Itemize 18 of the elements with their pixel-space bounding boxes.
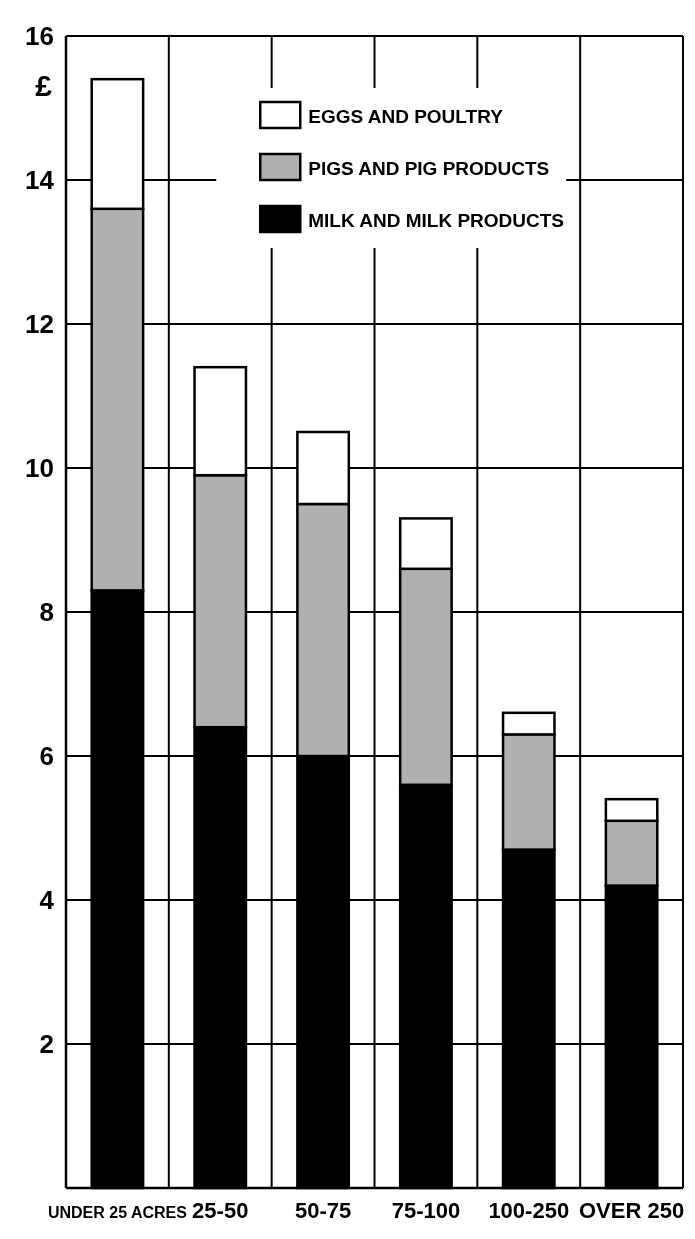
x-tick-label: 25-50 <box>192 1198 249 1223</box>
y-tick-label: 2 <box>39 1029 54 1060</box>
y-tick-label: 4 <box>39 885 55 916</box>
y-tick-label: 14 <box>25 165 55 196</box>
x-tick-label: 50-75 <box>294 1198 352 1223</box>
y-tick-label: 16 <box>25 21 54 52</box>
x-tick-label: 100-250 <box>488 1198 570 1223</box>
y-tick-label: 12 <box>25 309 54 340</box>
y-tick-label: 8 <box>39 597 54 628</box>
x-tick-label: UNDER 25 ACRES <box>47 1204 188 1221</box>
legend-label: MILK AND MILK PRODUCTS <box>308 209 565 231</box>
y-tick-label: 10 <box>25 453 54 484</box>
y-axis-title: £ <box>35 69 53 102</box>
x-tick-label: 75-100 <box>391 1198 461 1223</box>
legend-label: EGGS AND POULTRY <box>308 105 504 127</box>
x-tick-label: OVER 250 <box>579 1198 685 1223</box>
legend-label: PIGS AND PIG PRODUCTS <box>308 157 550 179</box>
y-tick-label: 6 <box>39 741 54 772</box>
